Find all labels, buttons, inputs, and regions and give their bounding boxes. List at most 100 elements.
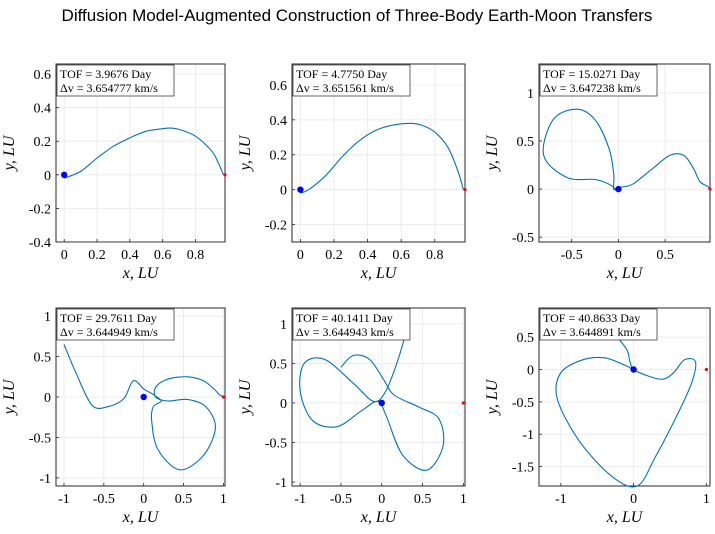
tof-annotation: TOF = 40.1411 Day xyxy=(296,311,393,325)
earth-start-marker xyxy=(378,399,385,407)
plot-border xyxy=(291,63,466,243)
x-tick-label: 0.4 xyxy=(121,248,139,263)
y-tick-label: -0.5 xyxy=(512,396,534,411)
y-tick-label: 0 xyxy=(280,184,287,199)
y-tick-label: 0.4 xyxy=(270,114,288,129)
y-axis-label: y, LU xyxy=(237,378,254,416)
y-tick-label: -0.5 xyxy=(29,431,51,446)
x-tick-label: 0.5 xyxy=(414,492,432,507)
x-tick-label: 0 xyxy=(297,248,304,263)
annotation-box xyxy=(539,64,658,97)
x-tick-label: 0.2 xyxy=(325,248,343,263)
x-tick-label: 0.6 xyxy=(154,248,172,263)
moon-end-marker xyxy=(461,401,465,405)
y-axis-label: y, LU xyxy=(237,134,254,172)
trajectory-line xyxy=(300,122,464,194)
y-tick-label: 0.2 xyxy=(270,149,288,164)
y-tick-label: -1.5 xyxy=(512,461,534,476)
trajectory-line xyxy=(542,108,711,191)
y-tick-label: 1 xyxy=(44,310,51,325)
x-axis-label: x, LU xyxy=(606,509,644,526)
y-axis-label: y, LU xyxy=(484,134,501,172)
trajectory-line xyxy=(299,331,445,471)
tof-annotation: TOF = 40.8633 Day xyxy=(543,311,640,325)
moon-end-marker xyxy=(223,173,227,177)
x-tick-label: 0 xyxy=(140,492,147,507)
x-tick-label: 0.8 xyxy=(187,248,205,263)
tof-annotation: TOF = 15.0271 Day xyxy=(543,67,640,81)
x-tick-label: 0.4 xyxy=(359,248,377,263)
x-axis-label: x, LU xyxy=(360,265,398,282)
y-tick-label: 0.2 xyxy=(34,135,52,150)
delta-v-annotation: Δv = 3.644949 km/s xyxy=(60,325,158,339)
subplot-3: -0.5 0 0.5 -0.5 0 0.5 1 x, LU y, LU TOF = 15.0271… xyxy=(484,63,712,282)
trajectory-line xyxy=(555,326,697,488)
x-tick-label: 0.6 xyxy=(392,248,410,263)
y-tick-label: 0.5 xyxy=(34,351,52,366)
y-axis-label: y, LU xyxy=(1,378,18,416)
tof-annotation: TOF = 3.9676 Day xyxy=(60,67,151,81)
y-tick-label: -1 xyxy=(522,428,534,443)
x-axis-label: x, LU xyxy=(360,509,398,526)
x-tick-label: -0.5 xyxy=(561,248,583,263)
plot-border xyxy=(538,63,711,243)
plot-border xyxy=(538,307,711,487)
y-tick-label: 1 xyxy=(280,318,287,333)
annotation-box xyxy=(292,64,411,97)
delta-v-annotation: Δv = 3.651561 km/s xyxy=(296,81,394,95)
y-tick-label: 0 xyxy=(527,363,534,378)
y-tick-label: 0.5 xyxy=(270,357,288,372)
y-tick-label: 0 xyxy=(527,183,534,198)
x-tick-label: -1 xyxy=(58,492,70,507)
delta-v-annotation: Δv = 3.644891 km/s xyxy=(543,325,641,339)
tof-annotation: TOF = 29.7611 Day xyxy=(60,311,157,325)
moon-end-marker xyxy=(708,187,712,191)
subplot-1: 0 0.2 0.4 0.6 0.8 -0.4 -0.2 0 0.2 0.4 0.6 x, LU y, L… xyxy=(1,63,227,282)
earth-start-marker xyxy=(615,185,622,193)
earth-start-marker xyxy=(630,366,637,373)
y-axis-label: y, LU xyxy=(484,378,501,416)
y-tick-label: -1 xyxy=(275,476,287,491)
earth-start-marker xyxy=(297,186,304,193)
y-tick-label: -1 xyxy=(39,472,51,487)
y-axis-label: y, LU xyxy=(1,134,18,172)
y-tick-label: -0.2 xyxy=(29,202,51,217)
subplot-2: 0 0.2 0.4 0.6 0.8 -0.2 0 0.2 0.4 0.6 x, LU y, LU TOF… xyxy=(237,63,467,282)
x-tick-label: 0.8 xyxy=(426,248,444,263)
x-tick-label: 0.2 xyxy=(88,248,106,263)
delta-v-annotation: Δv = 3.654777 km/s xyxy=(60,81,158,95)
x-tick-label: 0 xyxy=(378,492,385,507)
x-tick-label: 0.5 xyxy=(175,492,193,507)
y-tick-label: -0.5 xyxy=(512,231,534,246)
x-axis-label: x, LU xyxy=(122,509,160,526)
subplot-6: -1 0 1 -1.5 -1 -0.5 0 0.5 x, LU y, LU TOF = 40.863… xyxy=(484,307,711,526)
y-tick-label: 0 xyxy=(44,391,51,406)
plot-border xyxy=(55,63,226,243)
x-tick-label: 0 xyxy=(615,248,622,263)
x-tick-label: -1 xyxy=(294,492,306,507)
x-tick-label: 1 xyxy=(220,492,227,507)
tof-annotation: TOF = 4.7750 Day xyxy=(296,67,387,81)
y-tick-label: 0 xyxy=(44,169,51,184)
delta-v-annotation: Δv = 3.644943 km/s xyxy=(296,325,394,339)
annotation-box xyxy=(539,308,658,341)
y-tick-label: -0.4 xyxy=(29,236,51,251)
x-tick-label: 1 xyxy=(460,492,467,507)
y-tick-label: -0.5 xyxy=(265,436,287,451)
x-axis-label: x, LU xyxy=(606,265,644,282)
x-tick-label: 0.5 xyxy=(656,248,674,263)
moon-end-marker xyxy=(704,367,708,372)
x-tick-label: -0.5 xyxy=(330,492,352,507)
moon-end-marker xyxy=(221,395,226,399)
x-tick-label: -1 xyxy=(555,492,567,507)
y-tick-label: 0.4 xyxy=(34,102,52,117)
plot-border xyxy=(291,307,466,487)
y-tick-label: 0.6 xyxy=(270,79,288,94)
moon-end-marker xyxy=(463,188,467,192)
trajectory-line xyxy=(63,344,224,471)
x-tick-label: 0 xyxy=(630,492,637,507)
trajectory-line xyxy=(63,127,224,179)
figure-title: Diffusion Model-Augmented Construction o… xyxy=(62,6,653,25)
delta-v-annotation: Δv = 3.647238 km/s xyxy=(543,81,641,95)
